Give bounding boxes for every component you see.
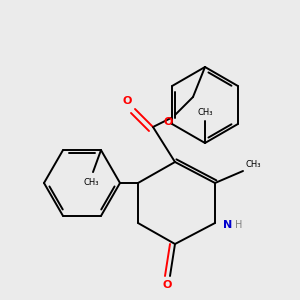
Text: O: O (162, 280, 172, 290)
Text: O: O (123, 96, 132, 106)
Text: CH₃: CH₃ (245, 160, 260, 169)
Text: O: O (164, 117, 173, 127)
Text: H: H (235, 220, 242, 230)
Text: CH₃: CH₃ (197, 108, 213, 117)
Text: N: N (223, 220, 232, 230)
Text: CH₃: CH₃ (83, 178, 99, 187)
